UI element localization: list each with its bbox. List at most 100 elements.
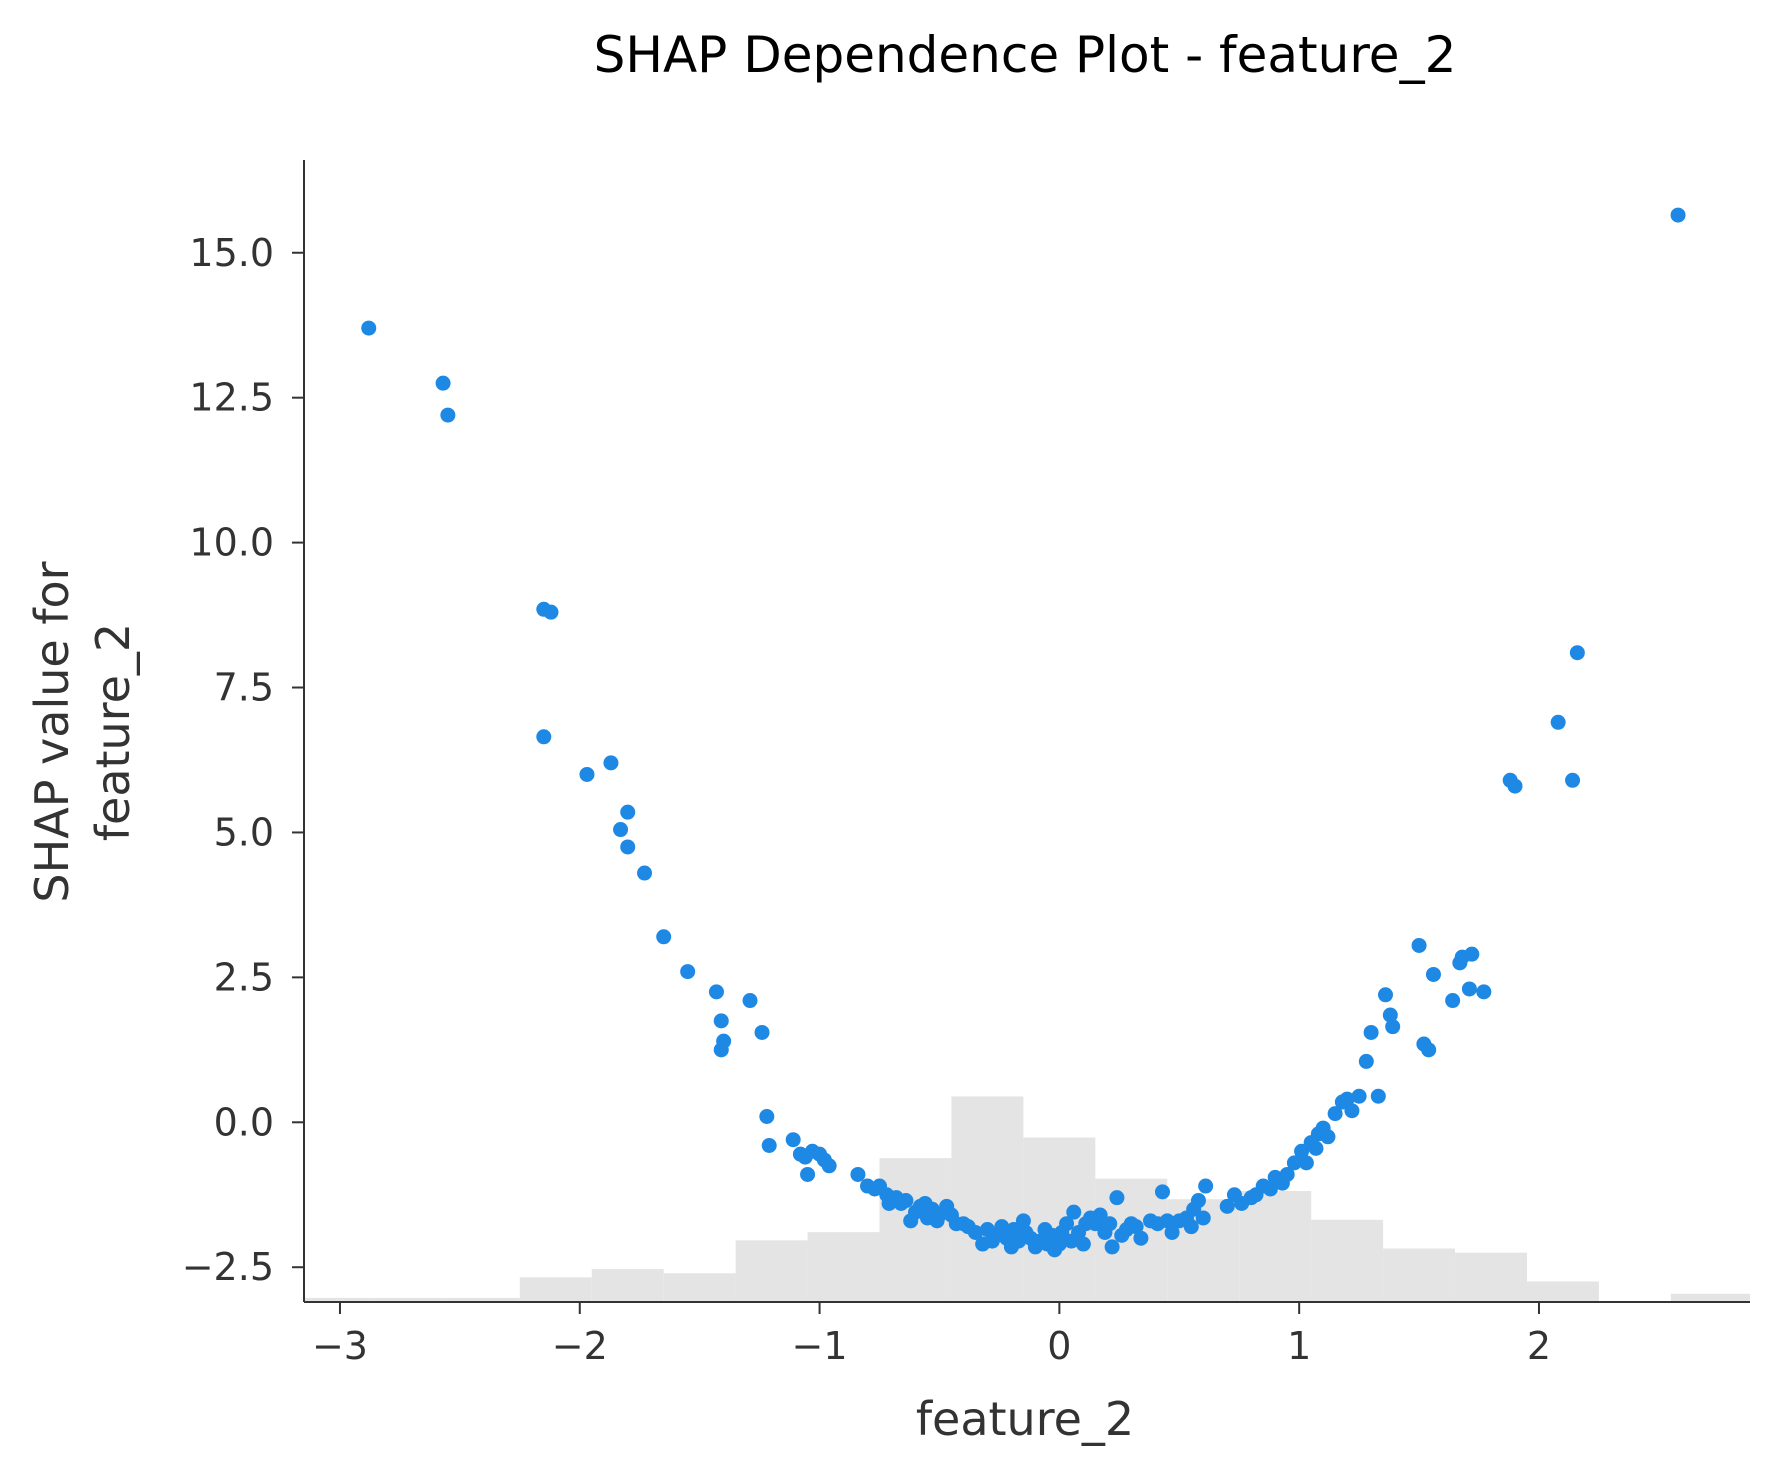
data-point xyxy=(761,1137,777,1153)
data-point xyxy=(754,1024,770,1040)
histogram-bar xyxy=(735,1240,808,1302)
data-point xyxy=(713,1042,729,1058)
data-point xyxy=(361,320,377,336)
y-tick-label: 2.5 xyxy=(214,955,274,999)
data-point xyxy=(536,729,552,745)
histogram-bar xyxy=(951,1096,1024,1302)
histogram-bar xyxy=(591,1269,664,1302)
data-point xyxy=(1109,1190,1125,1206)
y-tick-label: 0.0 xyxy=(214,1100,274,1144)
data-point xyxy=(1425,966,1441,982)
x-axis-label: feature_2 xyxy=(916,1392,1134,1446)
histogram-bar xyxy=(375,1297,448,1302)
histogram-bar xyxy=(1526,1281,1599,1302)
data-point xyxy=(637,865,653,881)
y-tick-label: −2.5 xyxy=(182,1245,274,1289)
y-tick-label: 12.5 xyxy=(189,376,274,420)
y-tick-label: 7.5 xyxy=(214,666,274,710)
data-point xyxy=(1550,714,1566,730)
data-point xyxy=(1327,1106,1343,1122)
histogram-bar xyxy=(304,1297,376,1302)
data-point xyxy=(1308,1140,1324,1156)
histogram-bar xyxy=(807,1232,880,1302)
data-point xyxy=(656,929,672,945)
data-point xyxy=(1421,1042,1437,1058)
data-point xyxy=(1102,1216,1118,1232)
data-point xyxy=(1320,1129,1336,1145)
chart-title: SHAP Dependence Plot - feature_2 xyxy=(594,26,1457,84)
x-tick-label: −1 xyxy=(792,1324,848,1368)
data-point xyxy=(994,1219,1010,1235)
histogram-bar xyxy=(519,1277,592,1302)
x-tick-label: −3 xyxy=(312,1324,368,1368)
data-point xyxy=(1363,1024,1379,1040)
data-point xyxy=(603,755,619,771)
data-points-layer xyxy=(361,207,1686,1258)
data-point xyxy=(1411,937,1427,953)
axis-ticks-layer: −3 −2 −1 0 1 2 −2.5 0.0 2.5 5.0 7.5 10.0 12.5 15.0 xyxy=(182,231,1551,1368)
data-point xyxy=(1670,207,1686,223)
data-point xyxy=(1006,1222,1022,1238)
data-point xyxy=(1195,1210,1211,1226)
data-point xyxy=(898,1193,914,1209)
data-point xyxy=(713,1013,729,1029)
data-point xyxy=(1464,946,1480,962)
data-point xyxy=(620,839,636,855)
data-point xyxy=(1382,1007,1398,1023)
x-tick-label: 2 xyxy=(1527,1324,1551,1368)
data-point xyxy=(1219,1198,1235,1214)
data-point xyxy=(821,1158,837,1174)
histogram-bar xyxy=(1383,1248,1456,1302)
data-point xyxy=(850,1166,866,1182)
data-point xyxy=(1092,1207,1108,1223)
y-axis-label: SHAP value for feature_2 xyxy=(25,561,140,902)
data-point xyxy=(1066,1204,1082,1220)
data-point xyxy=(967,1224,983,1240)
data-point xyxy=(1476,984,1492,1000)
data-point xyxy=(1569,645,1585,661)
data-point xyxy=(1298,1155,1314,1171)
x-tick-label: 0 xyxy=(1047,1324,1071,1368)
data-point xyxy=(1262,1181,1278,1197)
x-tick-label: 1 xyxy=(1287,1324,1311,1368)
data-point xyxy=(1378,987,1393,1003)
data-point xyxy=(1294,1143,1310,1159)
data-point xyxy=(1286,1155,1302,1171)
y-tick-label: 5.0 xyxy=(214,810,274,854)
data-point xyxy=(1051,1236,1067,1252)
data-point xyxy=(1164,1224,1180,1240)
data-point xyxy=(800,1166,816,1182)
data-point xyxy=(1190,1193,1206,1209)
data-point xyxy=(620,804,636,820)
histogram-bar xyxy=(879,1158,952,1302)
histogram-layer xyxy=(304,1096,1750,1302)
histogram-bar xyxy=(1670,1293,1750,1302)
y-axis-label-line-2: feature_2 xyxy=(86,623,140,841)
histogram-bar xyxy=(1239,1191,1312,1302)
data-point xyxy=(1507,778,1523,794)
data-point xyxy=(1015,1213,1031,1229)
data-point xyxy=(708,984,724,1000)
y-axis-label-line-1: SHAP value for xyxy=(25,561,79,902)
histogram-bar xyxy=(1455,1252,1527,1302)
data-point xyxy=(440,407,456,423)
histogram-bar xyxy=(447,1297,520,1302)
data-point xyxy=(1154,1184,1170,1200)
data-point xyxy=(1461,981,1477,997)
data-point xyxy=(1344,1103,1360,1119)
data-point xyxy=(1059,1216,1075,1232)
data-point xyxy=(1133,1230,1149,1246)
data-point xyxy=(1358,1053,1374,1069)
data-point xyxy=(680,964,696,980)
data-point xyxy=(1385,1019,1401,1035)
x-tick-label: −2 xyxy=(552,1324,608,1368)
data-point xyxy=(1351,1088,1367,1104)
data-point xyxy=(742,993,758,1009)
data-point xyxy=(1104,1239,1120,1255)
data-point xyxy=(1445,993,1461,1009)
data-point xyxy=(1183,1219,1199,1235)
data-point xyxy=(579,766,595,782)
histogram-bar xyxy=(663,1273,736,1302)
